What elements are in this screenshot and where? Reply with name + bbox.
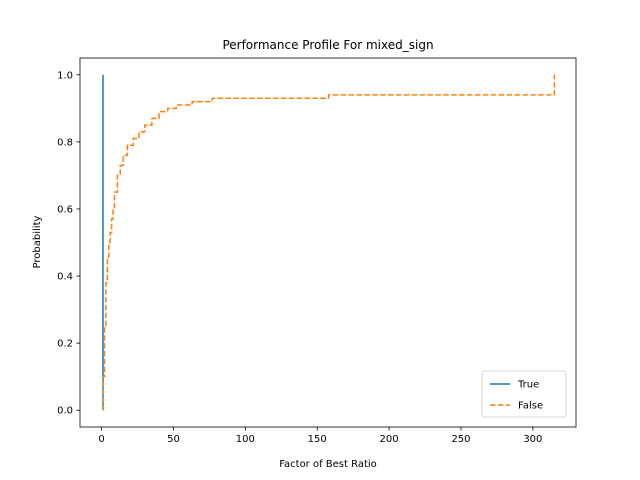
y-tick-label: 0.0 <box>57 406 73 417</box>
y-axis-title: Probability <box>32 215 43 268</box>
y-tick-label: 0.8 <box>57 137 73 148</box>
series-line-false <box>102 74 556 411</box>
x-tick-label: 100 <box>236 434 255 445</box>
x-tick-label: 300 <box>523 434 542 445</box>
x-tick-label: 150 <box>308 434 327 445</box>
y-tick-label: 0.6 <box>57 204 73 215</box>
y-tick-label: 1.0 <box>57 70 73 81</box>
x-tick-label: 0 <box>98 434 104 445</box>
x-axis-title: Factor of Best Ratio <box>279 459 377 470</box>
plot-frame <box>79 57 577 428</box>
x-tick-label: 50 <box>167 434 180 445</box>
x-tick-label: 200 <box>380 434 399 445</box>
legend: True False <box>481 370 567 418</box>
plot-area: 0 50 100 150 200 250 300 0.0 0.2 0.4 0.6 0.8 1.0 <box>57 57 577 445</box>
y-tick-label: 0.2 <box>57 339 73 350</box>
chart-title: Performance Profile For mixed_sign <box>222 38 433 52</box>
y-tick-label: 0.4 <box>57 272 73 283</box>
x-tick-label: 250 <box>451 434 470 445</box>
legend-label-true: True <box>517 380 539 391</box>
legend-label-false: False <box>518 401 543 412</box>
